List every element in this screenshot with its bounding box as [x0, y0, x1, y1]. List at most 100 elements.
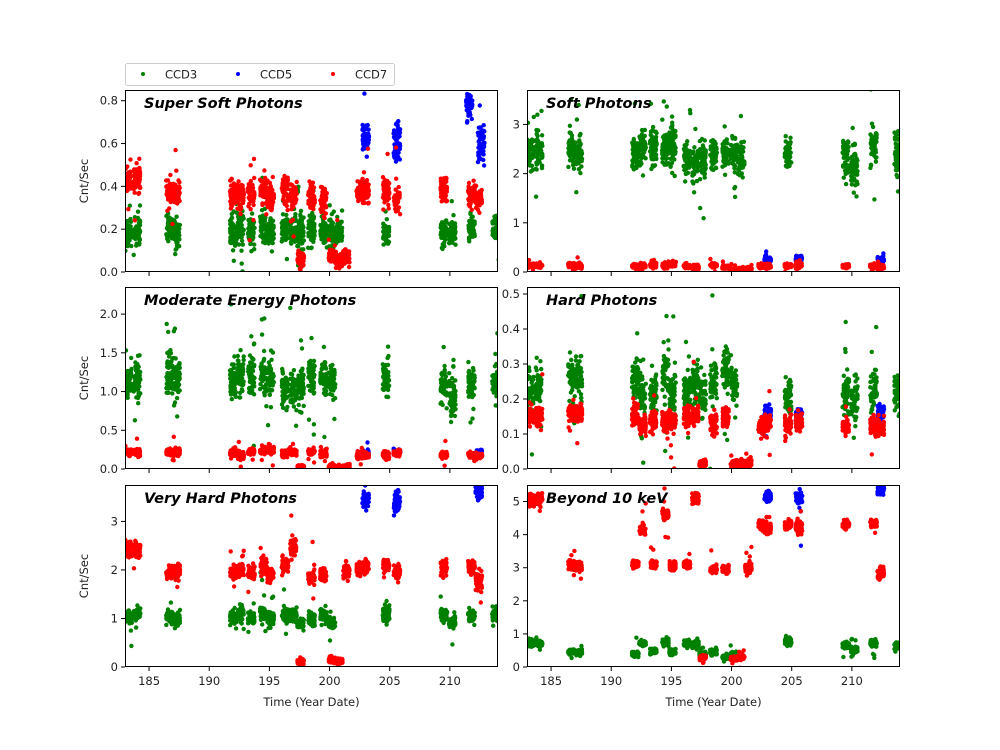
data-point-ccd3 [283, 224, 288, 229]
data-point-ccd7 [334, 279, 338, 283]
data-point-ccd3 [690, 170, 695, 175]
data-point-ccd7 [479, 198, 484, 203]
data-point-ccd3 [535, 138, 540, 143]
data-point-ccd3 [322, 221, 327, 226]
data-point-ccd7 [265, 178, 270, 183]
data-point-ccd3 [248, 224, 253, 229]
data-point-ccd3 [284, 212, 289, 218]
data-point-ccd3 [239, 248, 244, 253]
data-point-ccd7 [165, 208, 170, 213]
data-point-ccd3 [650, 124, 656, 130]
data-point-ccd3 [300, 241, 305, 246]
data-point-ccd5 [478, 125, 483, 130]
data-point-ccd3 [850, 158, 855, 163]
series-ccd3 [527, 90, 900, 221]
data-point-ccd5 [875, 254, 880, 260]
data-point-ccd7 [649, 258, 654, 263]
data-point-ccd3 [298, 213, 303, 219]
data-point-ccd3 [335, 214, 340, 220]
data-point-ccd3 [693, 126, 698, 132]
data-point-ccd3 [330, 220, 336, 226]
data-point-ccd3 [578, 170, 583, 176]
data-point-ccd7 [362, 189, 367, 194]
data-point-ccd3 [568, 97, 573, 102]
data-point-ccd7 [230, 193, 236, 198]
y-tick-label: 0.0 [100, 265, 118, 279]
data-point-ccd3 [703, 148, 708, 153]
data-point-ccd7 [269, 196, 274, 201]
data-point-ccd3 [670, 120, 675, 125]
data-point-ccd3 [788, 135, 793, 140]
data-point-ccd7 [471, 178, 476, 183]
data-point-ccd7 [126, 170, 131, 175]
data-point-ccd3 [450, 233, 456, 238]
data-point-ccd7 [131, 186, 136, 192]
data-point-ccd7 [266, 186, 271, 191]
data-point-ccd3 [571, 166, 577, 171]
data-point-ccd7 [271, 192, 276, 197]
data-point-ccd3 [174, 214, 179, 219]
data-point-ccd3 [385, 234, 390, 239]
data-point-ccd7 [324, 191, 329, 196]
data-point-ccd7 [365, 146, 371, 151]
data-point-ccd3 [698, 205, 703, 211]
data-point-ccd3 [250, 232, 255, 238]
data-point-ccd7 [321, 194, 326, 199]
data-point-ccd3 [686, 165, 692, 170]
data-point-ccd3 [653, 135, 658, 141]
data-point-ccd3 [265, 221, 271, 227]
data-point-ccd5 [470, 38, 474, 42]
data-point-ccd7 [266, 190, 271, 195]
data-point-ccd3 [630, 140, 635, 145]
data-point-ccd7 [290, 203, 296, 208]
data-point-ccd3 [574, 117, 580, 122]
data-point-ccd3 [567, 123, 573, 128]
data-point-ccd7 [396, 184, 401, 190]
legend-label-ccd5: CCD5 [260, 68, 292, 82]
data-point-ccd7 [360, 177, 365, 182]
data-point-ccd3 [535, 157, 541, 162]
data-point-ccd3 [440, 222, 446, 228]
data-point-ccd7 [248, 163, 253, 168]
data-point-ccd5 [479, 151, 485, 156]
data-point-ccd7 [756, 264, 761, 269]
data-point-ccd3 [229, 224, 235, 229]
data-point-ccd7 [335, 217, 340, 223]
data-point-ccd3 [738, 113, 744, 119]
data-point-ccd7 [280, 197, 286, 202]
data-point-ccd7 [729, 261, 734, 267]
data-point-ccd7 [289, 191, 294, 196]
data-point-ccd3 [238, 217, 243, 222]
data-point-ccd5 [798, 254, 803, 259]
data-point-ccd3 [295, 243, 300, 248]
data-point-ccd3 [135, 209, 141, 214]
data-point-ccd3 [301, 229, 306, 234]
data-point-ccd3 [261, 240, 266, 245]
data-point-ccd3 [854, 194, 859, 199]
data-point-ccd7 [358, 182, 363, 188]
data-point-ccd7 [266, 203, 271, 208]
data-point-ccd7 [360, 197, 366, 202]
data-point-ccd7 [579, 264, 584, 270]
data-point-ccd5 [465, 90, 468, 91]
data-point-ccd3 [228, 236, 233, 242]
data-point-ccd7 [387, 181, 392, 186]
data-point-ccd3 [577, 140, 583, 146]
data-point-ccd3 [648, 101, 654, 106]
data-point-ccd5 [481, 128, 486, 133]
data-point-ccd3 [638, 154, 643, 159]
data-point-ccd5 [361, 141, 367, 146]
data-point-ccd3 [739, 157, 745, 162]
data-point-ccd3 [737, 173, 742, 178]
data-point-ccd3 [850, 154, 855, 160]
data-point-ccd3 [694, 178, 700, 184]
data-point-ccd7 [262, 168, 267, 173]
data-point-ccd7 [294, 179, 299, 185]
data-point-ccd3 [855, 181, 860, 187]
data-point-ccd3 [309, 245, 314, 250]
data-point-ccd7 [126, 207, 131, 212]
data-point-ccd3 [566, 164, 571, 170]
data-point-ccd3 [670, 148, 676, 154]
data-point-ccd7 [291, 234, 296, 239]
data-point-ccd7 [468, 201, 473, 206]
